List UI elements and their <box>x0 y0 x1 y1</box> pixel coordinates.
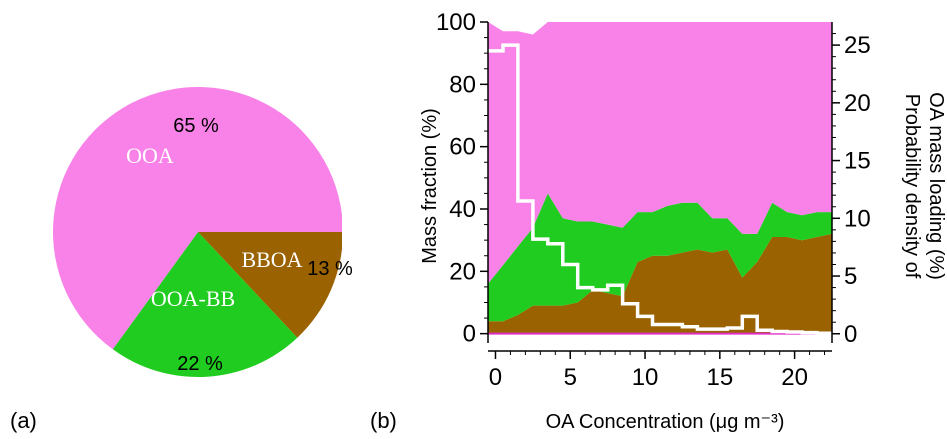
panel-label-b: (b) <box>370 408 397 433</box>
y2-axis-label-line-1: Probability density of <box>901 94 923 279</box>
y-axis-label: Mass fraction (%) <box>419 108 441 264</box>
area-ooa-bb <box>488 193 832 322</box>
y-tick-label: 100 <box>436 9 476 36</box>
pie-label-ooa: OOA <box>126 143 174 168</box>
pie-percent-ooa-bb: 22 % <box>177 353 223 375</box>
y-tick-label: 0 <box>463 321 476 348</box>
pie-percent-ooa: 65 % <box>173 115 219 137</box>
y-tick-label: 20 <box>449 258 476 285</box>
pie-chart-panel: OOA 65 % OOA-BB 22 % BBOA 13 % <box>52 80 372 380</box>
pie-label-ooa-bb: OOA-BB <box>151 286 235 311</box>
probability-density-line <box>488 43 832 335</box>
x-tick-label: 15 <box>706 364 733 391</box>
x-axis-label: OA Concentration (μg m⁻³) <box>546 411 785 433</box>
pie-slice-ooa-bb <box>112 232 298 378</box>
y2-axis-label-line-2: OA mass loading (%) <box>925 92 947 280</box>
y2-tick-label: 5 <box>844 263 857 290</box>
panel-label-a: (a) <box>10 408 37 433</box>
y2-tick-label: 25 <box>844 32 871 59</box>
y2-tick-label: 15 <box>844 148 871 175</box>
x-tick-label: 5 <box>564 364 577 391</box>
y2-tick-label: 10 <box>844 205 871 232</box>
pie-label-bboa: BBOA <box>241 247 302 272</box>
pie-slice-ooa <box>52 86 344 350</box>
y-tick-label: 40 <box>449 196 476 223</box>
x-tick-label: 20 <box>781 364 808 391</box>
y-tick-label: 80 <box>449 71 476 98</box>
pie-edge-mask <box>342 80 372 380</box>
y-tick-label: 60 <box>449 134 476 161</box>
pie-slice-bboa <box>198 232 344 338</box>
x-tick-label: 0 <box>489 364 502 391</box>
area-bboa <box>488 233 832 334</box>
x-tick-label: 10 <box>632 364 659 391</box>
area-chart-panel: 0 20 40 60 80 100 0 5 10 15 20 25 0 5 10 15 20 <box>436 9 871 391</box>
pie-percent-bboa: 13 % <box>307 258 353 280</box>
y2-tick-label: 0 <box>844 321 857 348</box>
y2-tick-label: 20 <box>844 90 871 117</box>
area-ooa <box>488 22 832 284</box>
